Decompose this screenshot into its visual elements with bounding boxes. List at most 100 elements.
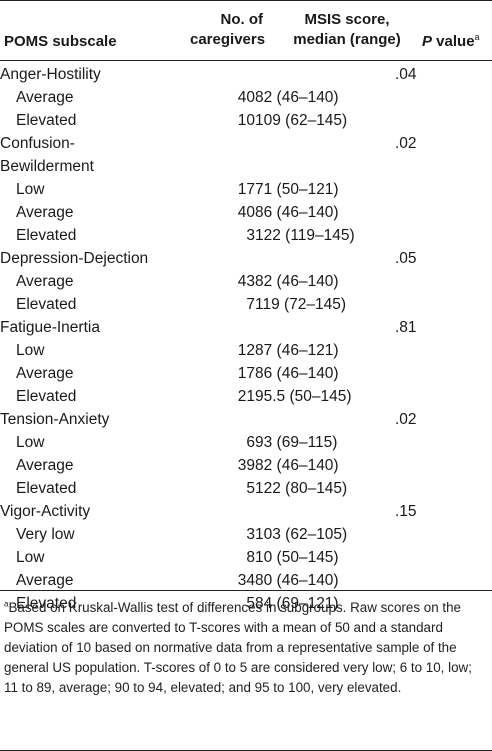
row-label: Vigor-Activity bbox=[0, 503, 91, 520]
row-label: Average bbox=[16, 204, 74, 221]
table-row: Low 17 71 (50–121) bbox=[0, 178, 492, 201]
row-caregivers: 17 bbox=[237, 181, 255, 198]
row-pvalue: .05 bbox=[395, 250, 417, 267]
header-caregivers-line2: caregivers bbox=[190, 31, 266, 48]
table-row: Low 12 87 (46–121) bbox=[0, 339, 492, 362]
row-label: Confusion- bbox=[0, 135, 75, 152]
header-pvalue-italic: P bbox=[422, 33, 433, 50]
table-row: Low 8 10 (50–145) bbox=[0, 546, 492, 569]
row-caregivers: 40 bbox=[237, 204, 255, 221]
row-score bbox=[255, 500, 395, 523]
row-pvalue bbox=[395, 431, 492, 454]
row-score bbox=[255, 316, 395, 339]
table-row: Elevated 5 84 (69–121) bbox=[0, 592, 492, 615]
row-caregivers bbox=[160, 408, 255, 431]
row-pvalue: .02 bbox=[395, 411, 417, 428]
row-caregivers: 7 bbox=[246, 296, 255, 313]
row-pvalue: .02 bbox=[395, 135, 417, 152]
table-row: Average 43 82 (46–140) bbox=[0, 270, 492, 293]
row-label: Elevated bbox=[16, 112, 77, 129]
row-caregivers bbox=[160, 63, 255, 86]
row-caregivers: 17 bbox=[237, 365, 255, 382]
header-caregivers-line1: No. of bbox=[220, 11, 264, 28]
row-caregivers: 5 bbox=[246, 480, 255, 497]
table-group-row: Bewilderment bbox=[0, 155, 492, 178]
header-score-line2: median (range) bbox=[293, 31, 401, 48]
row-score: 84 (69–121) bbox=[255, 595, 339, 612]
row-caregivers: 8 bbox=[246, 549, 255, 566]
table-group-row: Fatigue-Inertia .81 bbox=[0, 316, 492, 339]
row-label: Low bbox=[16, 549, 45, 566]
row-pvalue bbox=[395, 477, 492, 500]
header-pvalue-sup: a bbox=[474, 32, 480, 42]
row-pvalue bbox=[395, 293, 492, 316]
top-rule bbox=[0, 0, 492, 1]
row-caregivers bbox=[160, 316, 255, 339]
header-score: MSIS score, median (range) bbox=[290, 10, 404, 50]
row-pvalue bbox=[395, 178, 492, 201]
row-caregivers bbox=[160, 500, 255, 523]
header-pvalue: P valuea bbox=[422, 32, 480, 52]
row-score: 122 (119–145) bbox=[255, 227, 355, 244]
row-score: 109 (62–145) bbox=[255, 112, 348, 129]
row-label: Elevated bbox=[16, 296, 77, 313]
row-score: 122 (80–145) bbox=[255, 480, 348, 497]
footnote: aBased on Kruskal-Wallis test of differe… bbox=[4, 598, 488, 698]
table-row: Average 40 86 (46–140) bbox=[0, 201, 492, 224]
row-score bbox=[255, 155, 395, 178]
row-label: Low bbox=[16, 181, 45, 198]
table-row: Elevated 10 109 (62–145) bbox=[0, 109, 492, 132]
row-caregivers: 3 bbox=[246, 526, 255, 543]
row-pvalue bbox=[395, 270, 492, 293]
row-score: 82 (46–140) bbox=[255, 457, 339, 474]
table-row: Average 40 82 (46–140) bbox=[0, 86, 492, 109]
row-caregivers: 43 bbox=[237, 273, 255, 290]
row-score bbox=[255, 247, 395, 270]
row-label: Average bbox=[16, 89, 74, 106]
row-caregivers bbox=[160, 247, 255, 270]
table-group-row: Tension-Anxiety .02 bbox=[0, 408, 492, 431]
row-pvalue bbox=[395, 155, 492, 178]
header-score-line1: MSIS score, bbox=[304, 11, 390, 28]
row-caregivers: 39 bbox=[237, 457, 255, 474]
row-label: Elevated bbox=[16, 595, 77, 612]
row-caregivers: 3 bbox=[246, 227, 255, 244]
table-row: Elevated 3 122 (119–145) bbox=[0, 224, 492, 247]
row-score: 82 (46–140) bbox=[255, 273, 339, 290]
row-pvalue bbox=[395, 362, 492, 385]
row-pvalue bbox=[395, 339, 492, 362]
table-row: Average 17 86 (46–140) bbox=[0, 362, 492, 385]
row-score: 80 (46–140) bbox=[255, 572, 339, 589]
row-pvalue bbox=[395, 86, 492, 109]
row-pvalue bbox=[395, 201, 492, 224]
row-score bbox=[255, 63, 395, 86]
row-pvalue bbox=[395, 523, 492, 546]
row-caregivers: 6 bbox=[246, 434, 255, 451]
row-caregivers: 10 bbox=[237, 112, 255, 129]
row-pvalue bbox=[395, 109, 492, 132]
row-label: Bewilderment bbox=[0, 158, 94, 175]
row-label: Tension-Anxiety bbox=[0, 411, 110, 428]
row-pvalue bbox=[395, 224, 492, 247]
row-caregivers: 5 bbox=[246, 595, 255, 612]
row-caregivers: 21 bbox=[237, 388, 255, 405]
row-label: Average bbox=[16, 273, 74, 290]
row-label: Elevated bbox=[16, 227, 77, 244]
row-caregivers: 12 bbox=[237, 342, 255, 359]
row-pvalue bbox=[395, 546, 492, 569]
row-caregivers: 34 bbox=[237, 572, 255, 589]
row-score: 86 (46–140) bbox=[255, 365, 339, 382]
table-group-row: Confusion- .02 bbox=[0, 132, 492, 155]
row-label: Depression-Dejection bbox=[0, 250, 149, 267]
row-pvalue: .04 bbox=[395, 66, 417, 83]
row-caregivers bbox=[160, 155, 255, 178]
table-group-row: Anger-Hostility .04 bbox=[0, 63, 492, 86]
row-pvalue bbox=[395, 385, 492, 408]
row-label: Very low bbox=[16, 526, 75, 543]
table-group-row: Depression-Dejection .05 bbox=[0, 247, 492, 270]
table-row: Elevated 21 95.5 (50–145) bbox=[0, 385, 492, 408]
row-label: Fatigue-Inertia bbox=[0, 319, 100, 336]
row-label: Average bbox=[16, 365, 74, 382]
footnote-text: Based on Kruskal-Wallis test of differen… bbox=[4, 600, 472, 695]
